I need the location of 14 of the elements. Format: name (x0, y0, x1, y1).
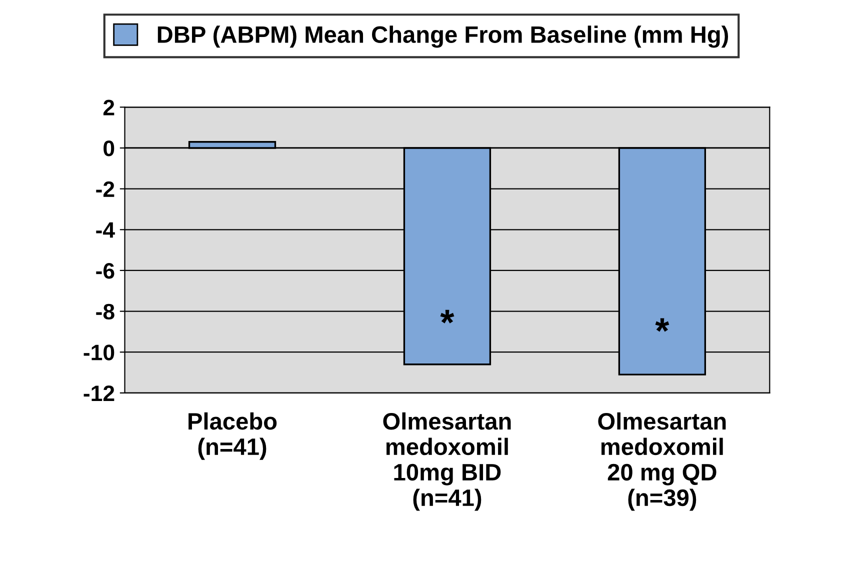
annotation: * (440, 310, 454, 324)
x-tick-label: Olmesartan medoxomil 20 mg QD (n=39) (598, 412, 726, 511)
legend-label: DBP (ABPM) Mean Change From Baseline (mm Hg) (158, 26, 728, 48)
y-tick-label: 0 (104, 140, 114, 156)
y-tick-label: -2 (96, 181, 114, 197)
x-tick-label: Olmesartan medoxomil 10mg BID (n=41) (383, 412, 511, 511)
y-tick-label: -8 (96, 304, 114, 320)
y-tick-label: -12 (84, 385, 114, 401)
y-tick-label: -4 (96, 222, 115, 238)
y-tick-label: -6 (96, 262, 114, 279)
annotation: * (655, 318, 670, 332)
y-tick-label: 2 (103, 100, 114, 116)
y-tick-label: -10 (84, 344, 114, 360)
x-tick-label: Placebo (n=41) (188, 412, 277, 460)
